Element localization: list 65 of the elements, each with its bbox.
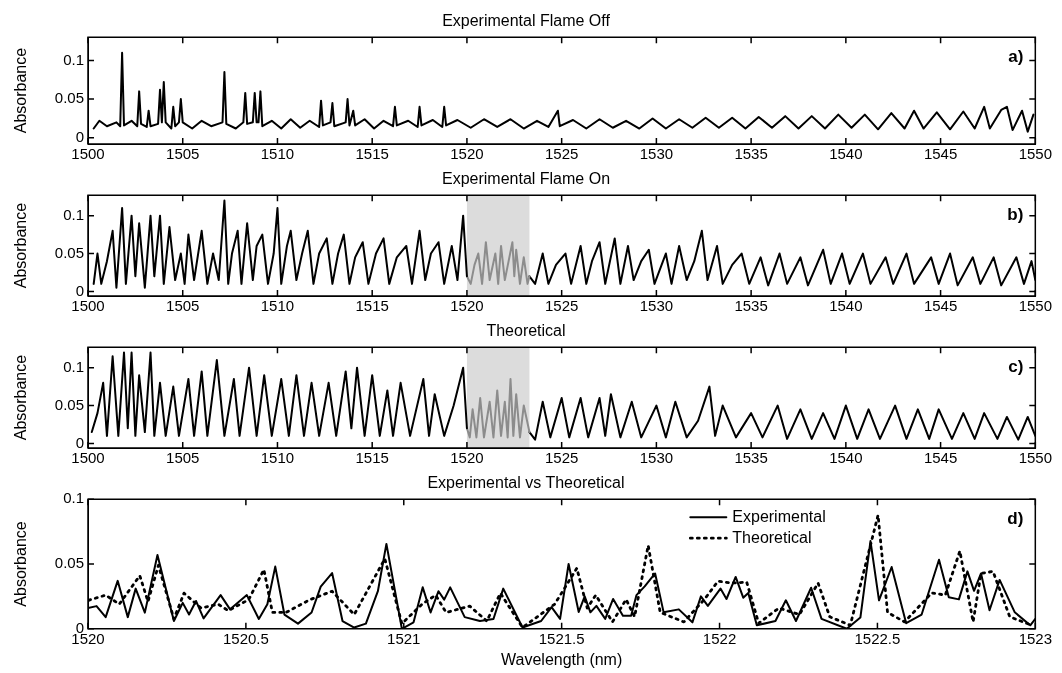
y-axis-title: Absorbance — [12, 47, 30, 134]
x-tick-label: 1550 — [1018, 145, 1052, 163]
legend-label: Experimental — [732, 507, 826, 525]
y-tick-label: 0 — [75, 281, 84, 299]
legend-label: Theoretical — [732, 528, 812, 546]
x-tick-label: 1505 — [166, 449, 200, 467]
x-tick-label: 1545 — [923, 145, 958, 163]
y-axis-title: Absorbance — [12, 202, 30, 289]
chart-title: Experimental vs Theoretical — [427, 474, 625, 492]
x-tick-label: 1515 — [355, 145, 389, 163]
y-axis-title: Absorbance — [12, 354, 30, 441]
chart-title: Theoretical — [486, 322, 566, 340]
x-tick-label: 1522.5 — [854, 629, 901, 647]
x-tick-label: 1525 — [544, 297, 579, 315]
y-tick-label: 0.05 — [54, 554, 84, 572]
x-tick-label: 1535 — [734, 297, 768, 315]
x-tick-label: 1545 — [923, 297, 958, 315]
x-tick-label: 1505 — [166, 145, 200, 163]
y-tick-label: 0.1 — [63, 205, 84, 223]
y-tick-label: 0.1 — [63, 50, 84, 68]
x-tick-label: 1523 — [1018, 629, 1052, 647]
x-tick-label: 1500 — [71, 145, 105, 163]
x-tick-label: 1500 — [71, 297, 105, 315]
y-tick-label: 0 — [75, 433, 84, 451]
x-tick-label: 1525 — [544, 145, 579, 163]
x-tick-label: 1535 — [734, 145, 768, 163]
annotation: b) — [1007, 204, 1024, 224]
x-tick-label: 1515 — [355, 297, 389, 315]
x-tick-label: 1505 — [166, 297, 200, 315]
y-tick-label: 0.05 — [54, 89, 84, 107]
chart-title: Experimental Flame On — [441, 170, 611, 188]
x-tick-label: 1510 — [260, 145, 295, 163]
annotation: d) — [1007, 508, 1024, 528]
x-tick-label: 1510 — [260, 449, 295, 467]
x-axis-title: Wavelength (nm) — [501, 650, 623, 668]
x-tick-label: 1545 — [923, 449, 958, 467]
x-tick-label: 1510 — [260, 297, 295, 315]
x-tick-label: 1522 — [702, 629, 737, 647]
x-tick-label: 1530 — [639, 145, 674, 163]
x-tick-label: 1535 — [734, 449, 768, 467]
x-tick-label: 1550 — [1018, 297, 1052, 315]
x-tick-label: 1521.5 — [538, 629, 585, 647]
x-tick-label: 1530 — [639, 297, 674, 315]
x-tick-label: 1520.5 — [222, 629, 269, 647]
x-tick-label: 1540 — [829, 297, 863, 315]
x-tick-label: 1521 — [387, 629, 421, 647]
annotation: c) — [1008, 356, 1024, 376]
annotation: a) — [1008, 46, 1024, 66]
y-tick-label: 0.1 — [63, 357, 84, 375]
y-tick-label: 0 — [75, 127, 84, 145]
y-tick-label: 0.05 — [54, 243, 84, 261]
x-tick-label: 1540 — [829, 145, 863, 163]
chart-title: Experimental Flame Off — [442, 12, 611, 30]
x-tick-label: 1520 — [450, 297, 484, 315]
x-tick-label: 1515 — [355, 449, 389, 467]
x-tick-label: 1550 — [1018, 449, 1052, 467]
x-tick-label: 1540 — [829, 449, 863, 467]
x-tick-label: 1500 — [71, 449, 105, 467]
y-axis-title: Absorbance — [12, 521, 30, 607]
x-tick-label: 1520 — [450, 145, 484, 163]
x-tick-label: 1520 — [450, 449, 484, 467]
y-tick-label: 0.1 — [63, 489, 84, 507]
y-tick-label: 0.05 — [54, 395, 84, 413]
x-tick-label: 1525 — [544, 449, 579, 467]
x-tick-label: 1530 — [639, 449, 674, 467]
